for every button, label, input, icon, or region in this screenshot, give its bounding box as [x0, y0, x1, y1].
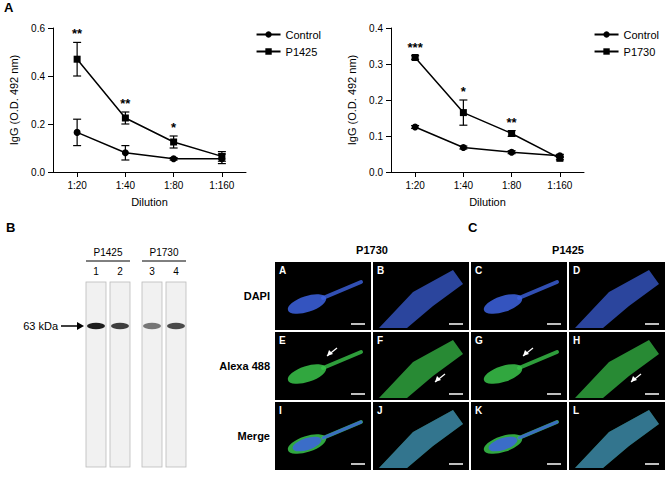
svg-text:G: G: [475, 335, 483, 346]
svg-text:3: 3: [149, 266, 155, 277]
svg-text:0.3: 0.3: [369, 59, 383, 70]
svg-text:I: I: [279, 405, 282, 416]
svg-text:Control: Control: [286, 29, 321, 41]
svg-text:0.2: 0.2: [31, 119, 45, 130]
svg-text:1:80: 1:80: [164, 180, 184, 191]
svg-text:**: **: [72, 26, 83, 41]
svg-text:0.4: 0.4: [369, 23, 383, 34]
svg-text:0.0: 0.0: [369, 167, 383, 178]
svg-text:1:160: 1:160: [547, 180, 572, 191]
svg-text:63 kDa: 63 kDa: [23, 320, 59, 332]
svg-text:1:40: 1:40: [454, 180, 474, 191]
svg-text:0.4: 0.4: [31, 71, 45, 82]
svg-text:P1425: P1425: [94, 247, 123, 258]
svg-text:P1730: P1730: [624, 46, 656, 58]
svg-text:0.6: 0.6: [31, 23, 45, 34]
svg-text:IgG (O.D. 492 nm): IgG (O.D. 492 nm): [8, 55, 20, 145]
svg-text:A: A: [279, 265, 286, 276]
svg-text:P1425: P1425: [552, 244, 584, 256]
svg-text:*: *: [461, 84, 467, 99]
svg-text:**: **: [507, 115, 518, 130]
svg-text:P1730: P1730: [150, 247, 179, 258]
svg-text:Dilution: Dilution: [131, 196, 168, 208]
svg-text:C: C: [475, 265, 482, 276]
svg-text:Control: Control: [624, 29, 659, 41]
svg-text:D: D: [573, 265, 580, 276]
svg-text:H: H: [573, 335, 580, 346]
svg-text:1:80: 1:80: [502, 180, 522, 191]
svg-text:K: K: [475, 405, 483, 416]
svg-text:1: 1: [93, 266, 99, 277]
svg-text:1:20: 1:20: [67, 180, 87, 191]
svg-text:*: *: [171, 120, 177, 135]
svg-text:0.0: 0.0: [31, 167, 45, 178]
svg-text:B: B: [377, 265, 384, 276]
svg-text:IgG (O.D. 492 nm): IgG (O.D. 492 nm): [346, 55, 358, 145]
svg-text:2: 2: [117, 266, 123, 277]
svg-text:Merge: Merge: [238, 430, 270, 442]
svg-text:4: 4: [173, 266, 179, 277]
svg-text:Dilution: Dilution: [469, 196, 506, 208]
svg-text:0.1: 0.1: [369, 131, 383, 142]
svg-text:P1730: P1730: [356, 244, 388, 256]
svg-text:1:20: 1:20: [405, 180, 425, 191]
svg-text:1:160: 1:160: [209, 180, 234, 191]
svg-text:E: E: [279, 335, 286, 346]
svg-text:**: **: [120, 96, 131, 111]
svg-text:***: ***: [408, 40, 424, 55]
svg-text:F: F: [377, 335, 383, 346]
svg-text:0.2: 0.2: [369, 95, 383, 106]
svg-text:L: L: [573, 405, 579, 416]
svg-text:1:40: 1:40: [116, 180, 136, 191]
svg-text:J: J: [377, 405, 383, 416]
svg-text:P1425: P1425: [286, 46, 318, 58]
svg-text:Alexa 488: Alexa 488: [219, 360, 270, 372]
svg-text:C: C: [468, 220, 478, 235]
svg-text:DAPI: DAPI: [244, 290, 270, 302]
svg-text:B: B: [6, 220, 15, 235]
html-text:A: A: [4, 0, 14, 15]
